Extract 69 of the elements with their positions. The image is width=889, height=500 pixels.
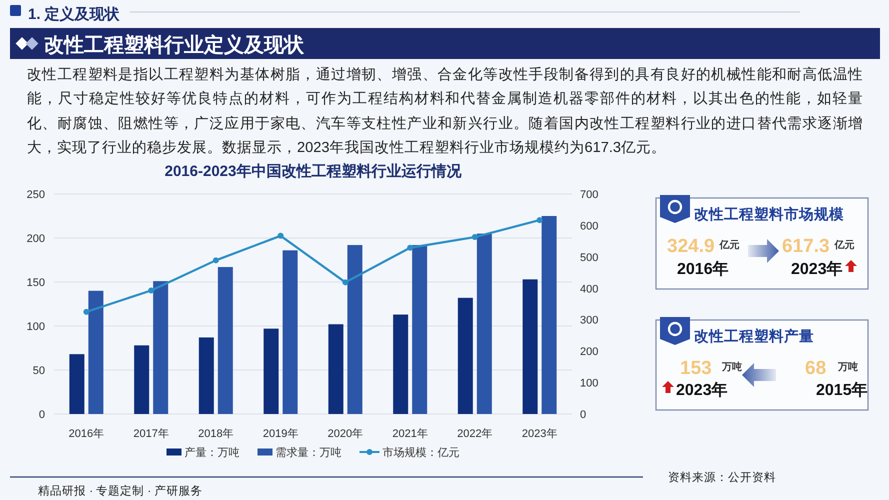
text: 153 <box>680 358 712 379</box>
text: 亿元 <box>718 239 740 251</box>
x-tick-label: 2017年 <box>133 428 169 440</box>
legend-label: 需求量：万吨 <box>276 446 342 459</box>
y-tick-label: 100 <box>26 321 45 333</box>
bar <box>218 267 233 414</box>
x-tick-label: 2022年 <box>457 428 493 440</box>
y2-tick-label: 600 <box>580 220 598 232</box>
bar <box>476 234 492 414</box>
text: 2016年 <box>677 260 729 278</box>
y-tick-label: 200 <box>26 233 45 245</box>
text: 精品研报 · 专题定制 · 产研服务 <box>38 484 202 498</box>
point <box>212 257 219 264</box>
point <box>536 217 543 224</box>
text: 改性工程塑料行业定义及现状 <box>44 34 305 56</box>
y-tick-label: 0 <box>38 409 45 421</box>
x-tick-label: 2016年 <box>68 428 104 440</box>
bar <box>522 279 538 414</box>
y-tick-label: 150 <box>26 277 45 289</box>
point <box>407 244 414 251</box>
legend-label: 产量：万吨 <box>184 446 240 459</box>
text: 324.9 <box>667 236 715 257</box>
y-tick-label: 250 <box>26 189 45 201</box>
point <box>278 232 284 239</box>
y2-tick-label: 700 <box>580 189 598 201</box>
text: 2023年 <box>676 381 728 399</box>
x-tick-label: 2023年 <box>522 428 558 440</box>
text: 改性工程塑料市场规模 <box>694 205 844 223</box>
bar <box>198 337 214 414</box>
text: 617.3 <box>782 236 830 257</box>
x-tick-label: 2020年 <box>328 428 364 440</box>
x-tick-label: 2021年 <box>392 428 428 440</box>
text: 改性工程塑料产量 <box>694 327 814 345</box>
bar <box>393 314 408 414</box>
text: 2015年 <box>816 381 868 399</box>
bar <box>282 250 298 414</box>
point <box>472 234 478 240</box>
bar <box>69 354 84 414</box>
bar <box>134 345 150 414</box>
y2-tick-label: 200 <box>580 346 598 358</box>
bar <box>328 324 344 414</box>
x-tick-label: 2019年 <box>262 428 298 440</box>
bar <box>264 328 279 414</box>
text: 亿元 <box>834 239 855 251</box>
text: 资料来源：公开资料 <box>668 471 776 484</box>
y2-tick-label: 100 <box>580 378 598 390</box>
y2-tick-label: 0 <box>580 409 586 421</box>
y2-tick-label: 300 <box>580 314 598 327</box>
text: 改性工程塑料是指以工程塑料为基体树脂，通过增韧、增强、合金化等改性手段制备得到的具有良好的机械性能和耐高低温性能，尺寸稳定性较好等优良特点的材料，可作为工程结构材料和代替金属制造机器零部件的材料，以其出色的性能，如轻量化、耐腐蚀、阻燃性等，广泛应用于家电、汽车等支柱性产业和新兴行业。随着国内改性工程塑料行业的进口替代需求逐渐增大，实现了行业的稳步发展。数据显示，2023年我国改性工程塑料行业市场规模约为617.3亿元。 <box>27 66 863 158</box>
point <box>148 287 154 294</box>
text: 1. 定义及现状 <box>28 5 121 23</box>
legend-label: 市场规模：亿元 <box>382 446 460 459</box>
bar <box>412 245 428 414</box>
bar <box>542 216 557 414</box>
x-tick-label: 2018年 <box>198 428 234 440</box>
bar <box>88 290 104 414</box>
y2-tick-label: 400 <box>580 283 598 296</box>
bar <box>153 281 168 414</box>
y2-tick-label: 500 <box>580 252 598 264</box>
bar <box>347 245 362 414</box>
text: 万吨 <box>837 361 858 373</box>
point <box>342 279 348 286</box>
text: 万吨 <box>721 361 742 373</box>
text: 2023年 <box>791 260 843 278</box>
chart-title: 2016-2023年中国改性工程塑料行业运行情况 <box>164 162 462 180</box>
bar <box>458 298 473 414</box>
point <box>83 308 90 315</box>
text: 68 <box>805 358 826 379</box>
y-tick-label: 50 <box>32 365 45 377</box>
